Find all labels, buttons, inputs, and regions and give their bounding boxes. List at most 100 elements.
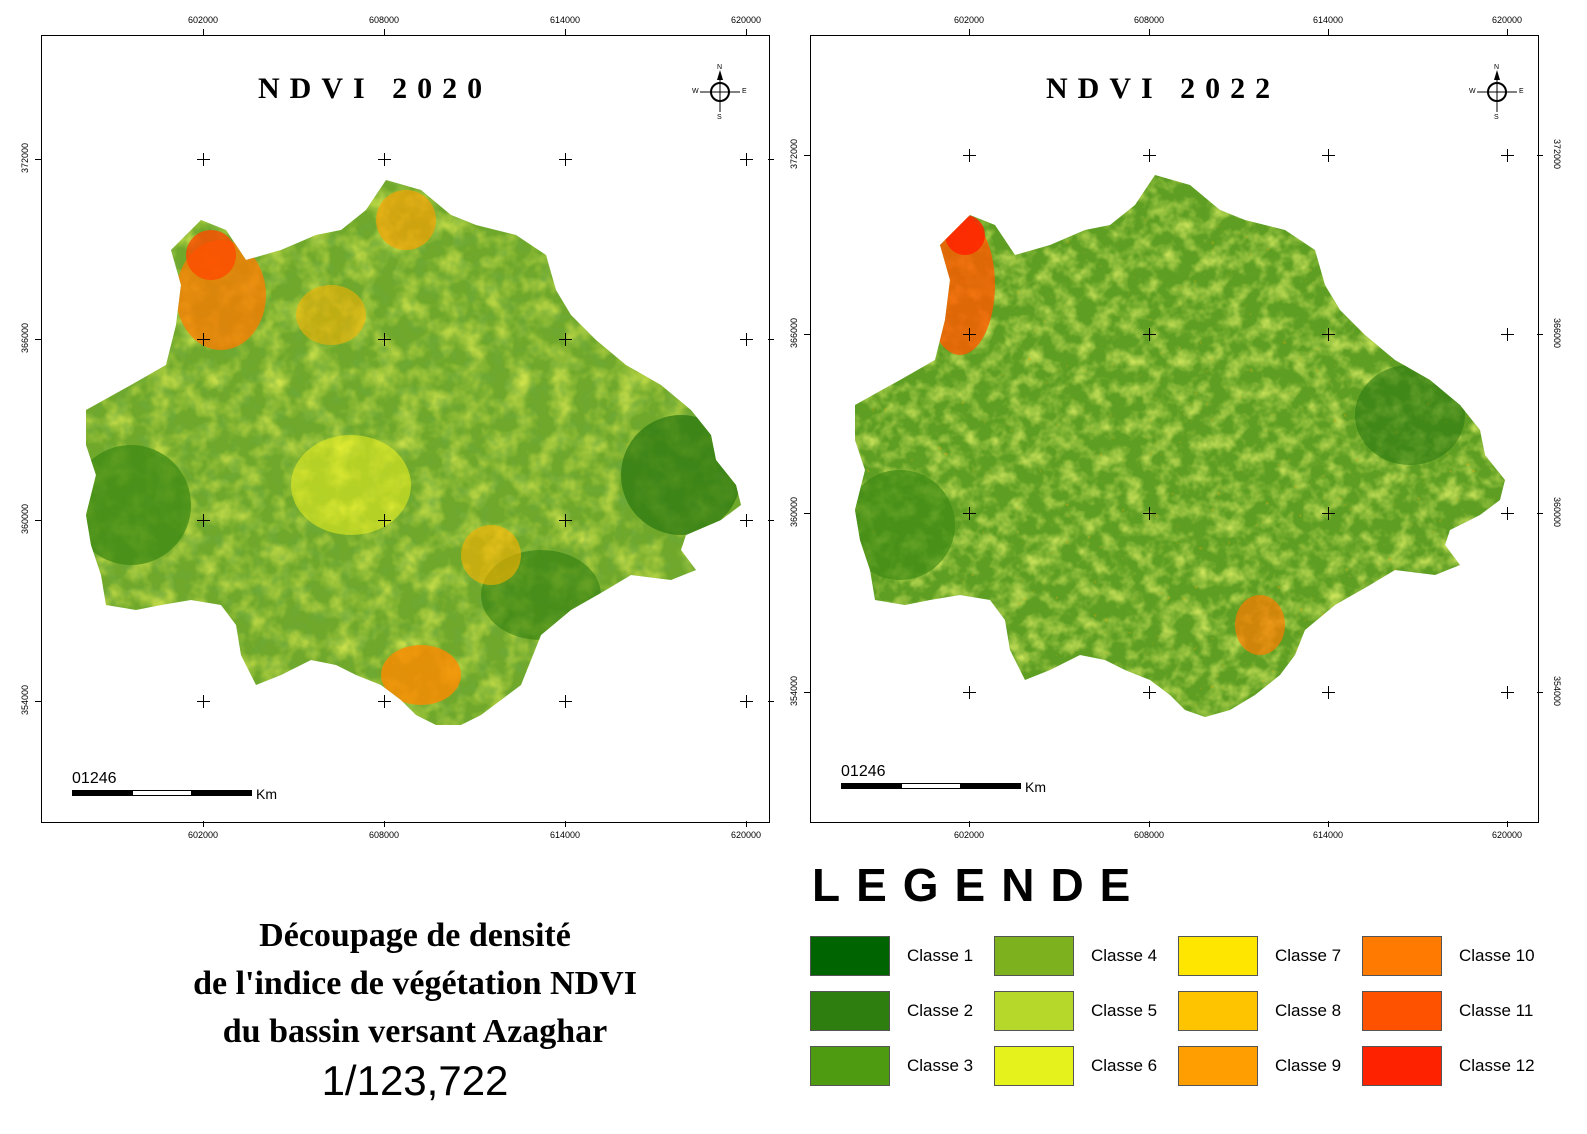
grid-cross-marker <box>559 333 572 346</box>
legend-item: Classe 7 <box>1178 936 1448 980</box>
grid-cross-marker <box>1143 149 1156 162</box>
legend-item: Classe 3 <box>810 1046 1080 1090</box>
caption-line-3: du bassin versant Azaghar <box>222 1013 608 1050</box>
legend-swatch <box>1178 1046 1258 1086</box>
x-tick-mark <box>969 29 970 35</box>
x-tick-mark <box>203 29 204 35</box>
x-tick-label: 620000 <box>730 830 762 840</box>
x-tick-mark <box>565 29 566 35</box>
x-tick-mark <box>1149 29 1150 35</box>
x-tick-label: 620000 <box>1491 15 1523 25</box>
y-tick-mark <box>1537 692 1543 693</box>
grid-cross-marker <box>378 514 391 527</box>
scale-bar-number: 6 <box>107 770 117 787</box>
scale-bar-number: 4 <box>867 763 877 780</box>
ndvi-raster-2022 <box>855 175 1505 717</box>
legend-item: Classe 11 <box>1362 991 1587 1035</box>
y-tick-label: 354000 <box>20 684 30 716</box>
y-tick-mark <box>804 334 810 335</box>
caption-scale: 1/123,722 <box>321 1057 509 1104</box>
legend-label: Classe 12 <box>1459 1056 1535 1075</box>
grid-cross-marker <box>1322 686 1335 699</box>
x-tick-label: 608000 <box>1133 830 1165 840</box>
x-tick-mark <box>1328 821 1329 827</box>
y-tick-label: 366000 <box>20 322 30 354</box>
grid-cross-marker <box>740 153 753 166</box>
scale-bar-number: 1 <box>80 770 90 787</box>
grid-cross-marker <box>963 507 976 520</box>
compass-e-label: E <box>1519 88 1524 95</box>
legend-label: Classe 10 <box>1459 946 1535 965</box>
x-tick-mark <box>565 821 566 827</box>
x-tick-mark <box>1507 821 1508 827</box>
legend-label: Classe 3 <box>907 1056 974 1075</box>
scale-bar: 01246 Km <box>72 770 312 810</box>
scale-bar-segment <box>132 790 192 796</box>
scale-bar-number: 4 <box>98 770 108 787</box>
y-tick-mark <box>768 701 774 702</box>
x-tick-label: 614000 <box>1312 830 1344 840</box>
y-tick-label: 354000 <box>789 675 799 707</box>
legend-title: LEGENDE <box>812 859 1147 911</box>
x-tick-mark <box>384 29 385 35</box>
x-tick-mark <box>1507 29 1508 35</box>
y-tick-label: 360000 <box>1552 496 1562 528</box>
grid-cross-marker <box>1501 507 1514 520</box>
x-tick-label: 620000 <box>730 15 762 25</box>
y-tick-mark <box>804 513 810 514</box>
legend-label: Classe 8 <box>1275 1001 1342 1020</box>
y-tick-mark <box>1537 334 1543 335</box>
x-tick-label: 602000 <box>953 15 985 25</box>
compass-e-label: E <box>742 88 747 95</box>
y-tick-mark <box>35 520 41 521</box>
scale-bar-segment <box>901 783 961 789</box>
y-tick-mark <box>768 339 774 340</box>
grid-cross-marker <box>1322 149 1335 162</box>
ndvi-raster-2020 <box>86 180 741 725</box>
legend-item: Classe 9 <box>1178 1046 1448 1090</box>
map-title-2020: NDVI 2020 <box>258 72 493 105</box>
legend-item: Classe 8 <box>1178 991 1448 1035</box>
x-tick-mark <box>1149 821 1150 827</box>
legend-label: Classe 7 <box>1275 946 1342 965</box>
compass-w-label: W <box>692 88 699 95</box>
legend-swatch <box>1362 1046 1442 1086</box>
legend-label: Classe 11 <box>1459 1001 1534 1020</box>
x-tick-label: 614000 <box>549 15 581 25</box>
scale-bar-number: 2 <box>89 770 99 787</box>
grid-cross-marker <box>197 333 210 346</box>
legend-item: Classe 2 <box>810 991 1080 1035</box>
x-tick-mark <box>746 29 747 35</box>
x-tick-mark <box>746 821 747 827</box>
scale-bar-unit: Km <box>1025 779 1046 795</box>
grid-cross-marker <box>1143 507 1156 520</box>
y-tick-label: 366000 <box>1552 317 1562 349</box>
grid-cross-marker <box>197 514 210 527</box>
legend-swatch <box>1362 991 1442 1031</box>
y-tick-mark <box>768 159 774 160</box>
scale-bar-number: 0 <box>841 763 850 780</box>
grid-cross-marker <box>963 686 976 699</box>
scale-bar-segment <box>961 783 1021 789</box>
legend-item: Classe 12 <box>1362 1046 1587 1090</box>
y-tick-label: 372000 <box>789 138 799 170</box>
y-tick-mark <box>804 155 810 156</box>
x-tick-label: 602000 <box>953 830 985 840</box>
grid-cross-marker <box>963 149 976 162</box>
legend-swatch <box>1178 936 1258 976</box>
grid-cross-marker <box>378 333 391 346</box>
legend-item: Classe 4 <box>994 936 1264 980</box>
caption: Découpage de densité de l'indice de végé… <box>120 912 710 1106</box>
x-tick-label: 608000 <box>1133 15 1165 25</box>
x-tick-mark <box>1328 29 1329 35</box>
scale-bar: 01246 Km <box>841 763 1081 803</box>
y-tick-label: 366000 <box>789 317 799 349</box>
grid-cross-marker <box>378 153 391 166</box>
grid-cross-marker <box>1143 686 1156 699</box>
y-tick-mark <box>35 159 41 160</box>
x-tick-label: 602000 <box>187 15 219 25</box>
scale-bar-segment <box>72 790 132 796</box>
x-tick-label: 602000 <box>187 830 219 840</box>
grid-cross-marker <box>559 153 572 166</box>
grid-cross-marker <box>1501 328 1514 341</box>
